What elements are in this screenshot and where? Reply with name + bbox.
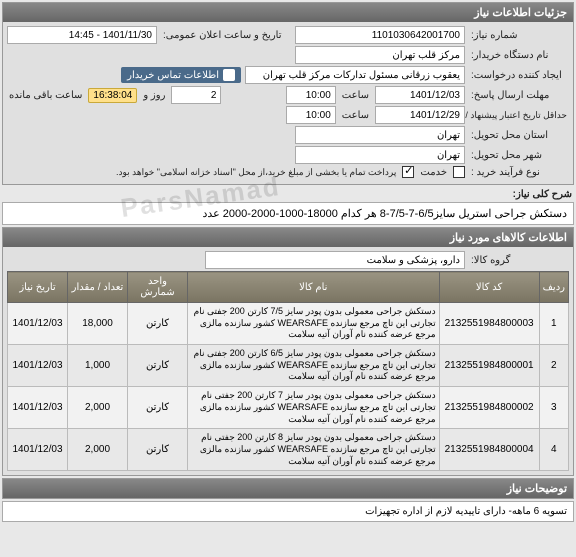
lbl-announce: تاریخ و ساعت اعلان عمومی:	[161, 30, 291, 41]
chk-khadamat[interactable]	[402, 166, 414, 178]
items-table: ردیف کد کالا نام کالا واحد شمارش تعداد /…	[7, 271, 569, 471]
cell-date: 1401/12/03	[8, 429, 68, 471]
th-date: تاریخ نیاز	[8, 272, 68, 303]
contact-icon	[223, 69, 235, 81]
row-city: شهر محل تحویل: تهران	[7, 146, 569, 164]
lbl-need-no: شماره نیاز:	[469, 30, 569, 41]
th-unit: واحد شمارش	[128, 272, 188, 303]
details-form: شماره نیاز: 1101030642001700 تاریخ و ساع…	[3, 22, 573, 184]
cell-date: 1401/12/03	[8, 303, 68, 345]
lbl-group: گروه کالا:	[469, 255, 569, 266]
cell-code: 2132551984800003	[439, 303, 539, 345]
lbl-requester: ایجاد کننده درخواست:	[469, 70, 569, 81]
contact-badge[interactable]: اطلاعات تماس خریدار	[121, 67, 241, 83]
val-announce: 1401/11/30 - 14:45	[7, 26, 157, 44]
cell-n: 3	[539, 387, 568, 429]
page-container: ParsNamad جزئیات اطلاعات نیاز شماره نیاز…	[0, 2, 576, 522]
row-buytype: نوع فرآیند خرید : خدمت پرداخت تمام یا بخ…	[7, 166, 569, 178]
details-header: جزئیات اطلاعات نیاز	[3, 3, 573, 22]
table-body: 12132551984800003دستکش جراحی معمولی بدون…	[8, 303, 569, 471]
val-requester: یعقوب زرقانی مسئول تدارکات مرکز قلب تهرا…	[245, 66, 465, 84]
cell-name: دستکش جراحی معمولی بدون پودر سایز 7 کارت…	[188, 387, 440, 429]
row-buyer: نام دستگاه خریدار: مرکز قلب تهران	[7, 46, 569, 64]
row-deadline: مهلت ارسال پاسخ: 1401/12/03 ساعت 10:00 2…	[7, 86, 569, 104]
cell-name: دستکش جراحی معمولی بدون پودر سایز 6/5 کا…	[188, 345, 440, 387]
table-row: 12132551984800003دستکش جراحی معمولی بدون…	[8, 303, 569, 345]
val-valid-time: 10:00	[286, 106, 336, 124]
table-header-row: ردیف کد کالا نام کالا واحد شمارش تعداد /…	[8, 272, 569, 303]
val-need-no: 1101030642001700	[295, 26, 465, 44]
cell-qty: 1,000	[68, 345, 128, 387]
lbl-deadline: مهلت ارسال پاسخ:	[469, 90, 569, 101]
th-n: ردیف	[539, 272, 568, 303]
val-loc: تهران	[295, 126, 465, 144]
lbl-buytype: نوع فرآیند خرید :	[469, 167, 569, 178]
cell-name: دستکش جراحی معمولی بدون پودر سایز 8 کارت…	[188, 429, 440, 471]
cell-n: 1	[539, 303, 568, 345]
lbl-valid: حداقل تاریخ اعتبار پیشنهاد / تا تاریخ:	[469, 110, 569, 121]
notes-header: توضیحات نیاز	[3, 479, 573, 498]
items-header: اطلاعات کالاهای مورد نیاز	[3, 228, 573, 247]
cell-date: 1401/12/03	[8, 387, 68, 429]
lbl-loc: استان محل تحویل:	[469, 130, 569, 141]
countdown: 16:38:04	[88, 88, 137, 103]
cell-code: 2132551984800001	[439, 345, 539, 387]
lbl-time1: ساعت	[340, 90, 371, 101]
val-buyer: مرکز قلب تهران	[295, 46, 465, 64]
val-city: تهران	[295, 146, 465, 164]
lbl-buyer: نام دستگاه خریدار:	[469, 50, 569, 61]
row-need-no: شماره نیاز: 1101030642001700 تاریخ و ساع…	[7, 26, 569, 44]
details-panel: جزئیات اطلاعات نیاز شماره نیاز: 11010306…	[2, 2, 574, 185]
cell-code: 2132551984800002	[439, 387, 539, 429]
note-box: تسویه 6 ماهه- دارای تاییدیه لازم از ادار…	[2, 501, 574, 522]
lbl-desc: شرح کلی نیاز:	[511, 189, 574, 200]
val-valid-date: 1401/12/29	[375, 106, 465, 124]
row-loc: استان محل تحویل: تهران	[7, 126, 569, 144]
lbl-dayand: روز و	[141, 90, 167, 101]
items-body: گروه کالا: دارو، پزشکی و سلامت ردیف کد ک…	[3, 247, 573, 475]
cell-unit: کارتن	[128, 345, 188, 387]
lbl-buynote: پرداخت تمام یا بخشی از مبلغ خرید،از محل …	[114, 167, 398, 178]
val-deadline-date: 1401/12/03	[375, 86, 465, 104]
th-qty: تعداد / مقدار	[68, 272, 128, 303]
lbl-city: شهر محل تحویل:	[469, 150, 569, 161]
contact-label: اطلاعات تماس خریدار	[127, 70, 219, 81]
val-deadline-time: 10:00	[286, 86, 336, 104]
table-row: 22132551984800001دستکش جراحی معمولی بدون…	[8, 345, 569, 387]
cell-name: دستکش جراحی معمولی بدون پودر سایز 7/5 کا…	[188, 303, 440, 345]
notes-panel: توضیحات نیاز	[2, 478, 574, 499]
row-requester: ایجاد کننده درخواست: یعقوب زرقانی مسئول …	[7, 66, 569, 84]
items-panel: اطلاعات کالاهای مورد نیاز گروه کالا: دار…	[2, 227, 574, 476]
cell-unit: کارتن	[128, 429, 188, 471]
row-valid: حداقل تاریخ اعتبار پیشنهاد / تا تاریخ: 1…	[7, 106, 569, 124]
row-desc-label: شرح کلی نیاز:	[2, 189, 574, 200]
table-row: 32132551984800002دستکش جراحی معمولی بدون…	[8, 387, 569, 429]
cell-qty: 18,000	[68, 303, 128, 345]
row-group: گروه کالا: دارو، پزشکی و سلامت	[7, 251, 569, 269]
lbl-remain: ساعت باقی مانده	[7, 90, 84, 101]
cell-unit: کارتن	[128, 387, 188, 429]
th-name: نام کالا	[188, 272, 440, 303]
th-code: کد کالا	[439, 272, 539, 303]
cell-unit: کارتن	[128, 303, 188, 345]
cell-code: 2132551984800004	[439, 429, 539, 471]
cell-n: 4	[539, 429, 568, 471]
cell-date: 1401/12/03	[8, 345, 68, 387]
table-row: 42132551984800004دستکش جراحی معمولی بدون…	[8, 429, 569, 471]
val-buytype: خدمت	[418, 167, 449, 178]
desc-box: دستکش جراحی استریل سایز6/5-7-7/5-8 هر کد…	[2, 202, 574, 225]
cell-qty: 2,000	[68, 387, 128, 429]
val-group: دارو، پزشکی و سلامت	[205, 251, 465, 269]
lbl-time2: ساعت	[340, 110, 371, 121]
cell-qty: 2,000	[68, 429, 128, 471]
val-remain-days: 2	[171, 86, 221, 104]
cell-n: 2	[539, 345, 568, 387]
chk-buytype[interactable]	[453, 166, 465, 178]
